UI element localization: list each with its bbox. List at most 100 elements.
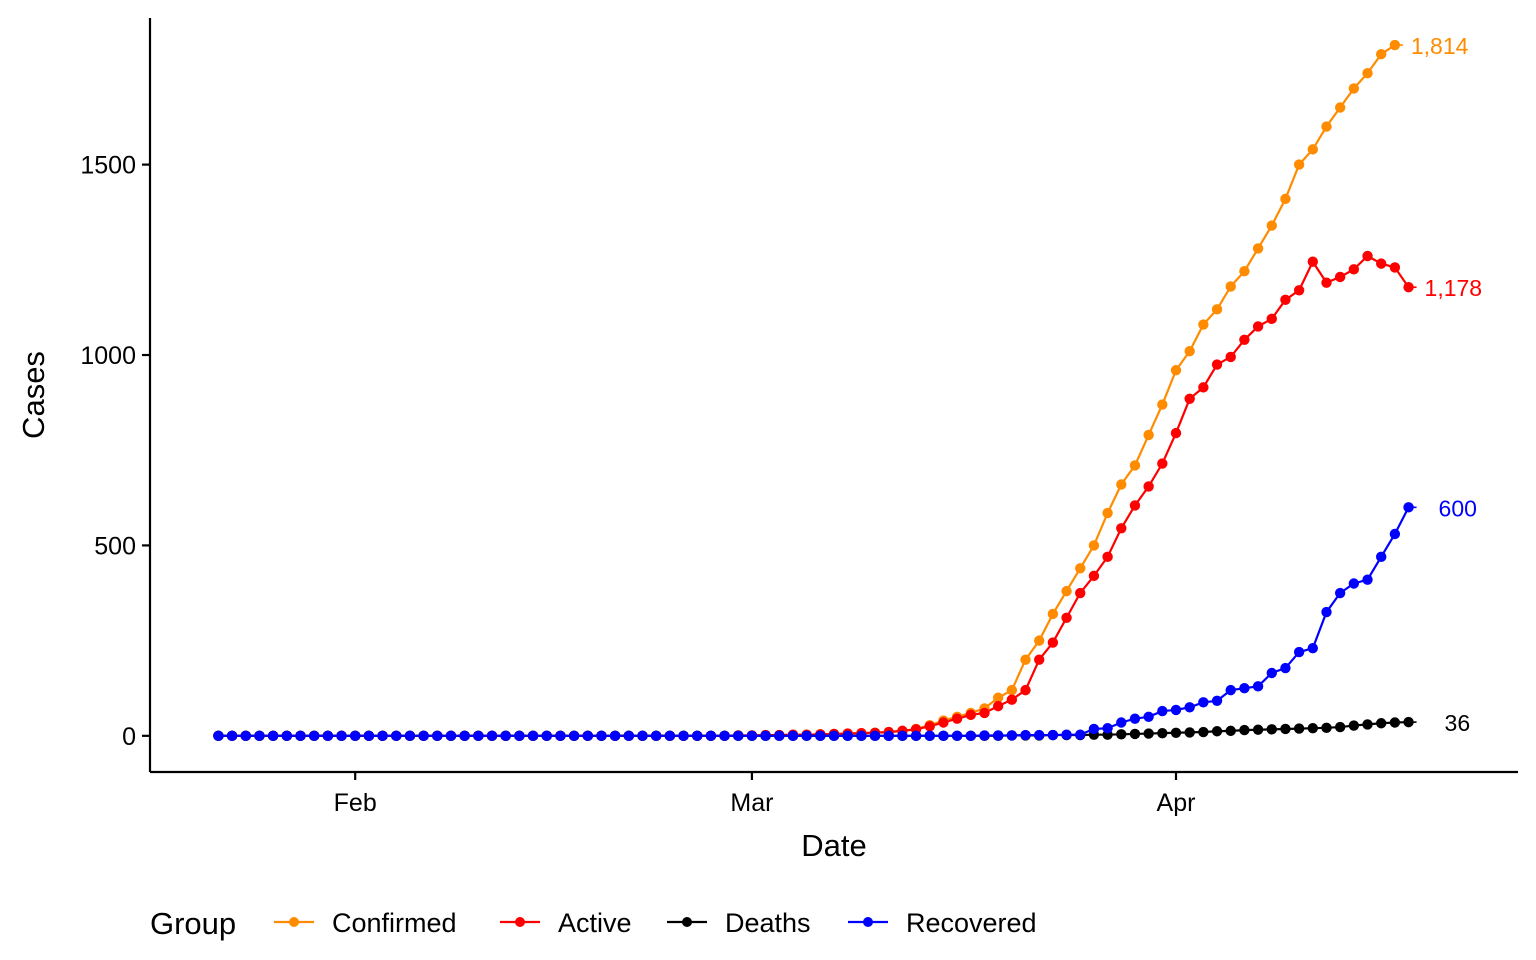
data-point-active — [1376, 258, 1387, 269]
data-point-recovered — [951, 730, 963, 742]
data-point-deaths — [1211, 726, 1223, 737]
data-point-recovered — [678, 730, 689, 742]
data-point-recovered — [664, 730, 676, 742]
data-point-recovered — [418, 730, 429, 742]
data-point-recovered — [992, 730, 1004, 741]
data-point-active — [1348, 264, 1360, 275]
x-tick-label: Feb — [334, 789, 377, 817]
data-point-confirmed — [1225, 281, 1236, 292]
data-point-confirmed — [1211, 304, 1223, 315]
data-point-recovered — [486, 730, 498, 742]
data-point-recovered — [514, 730, 525, 742]
data-point-deaths — [1116, 729, 1127, 740]
data-point-recovered — [856, 730, 867, 742]
data-point-confirmed — [1184, 346, 1195, 357]
data-point-active — [1034, 654, 1045, 665]
data-point-confirmed — [1239, 266, 1250, 277]
data-point-active — [1102, 551, 1113, 563]
data-point-recovered — [1280, 662, 1291, 674]
data-point-active — [1225, 351, 1236, 363]
data-point-recovered — [254, 730, 265, 742]
data-point-active — [1184, 393, 1195, 405]
legend-key-point — [682, 917, 692, 927]
data-point-recovered — [404, 730, 416, 742]
data-point-confirmed — [1157, 399, 1168, 410]
data-point-recovered — [1252, 681, 1264, 692]
data-point-confirmed — [1006, 684, 1018, 696]
data-point-deaths — [1184, 727, 1195, 738]
data-point-recovered — [1389, 528, 1401, 540]
data-point-deaths — [1376, 718, 1387, 729]
data-point-recovered — [213, 730, 224, 742]
data-point-recovered — [445, 730, 457, 742]
data-point-recovered — [1034, 729, 1045, 741]
data-point-recovered — [609, 730, 621, 742]
data-point-deaths — [1225, 725, 1236, 737]
data-point-active — [965, 709, 976, 721]
legend-item-deaths: Deaths — [667, 908, 811, 938]
data-point-recovered — [1170, 704, 1182, 716]
data-point-recovered — [1116, 717, 1127, 728]
data-point-confirmed — [1116, 479, 1127, 490]
data-point-deaths — [1362, 719, 1373, 730]
data-point-active — [1129, 500, 1141, 511]
data-point-recovered — [1143, 711, 1154, 722]
data-point-recovered — [527, 730, 539, 742]
data-point-recovered — [719, 730, 730, 742]
data-point-recovered — [1225, 684, 1236, 696]
data-point-recovered — [336, 730, 347, 742]
data-point-active — [1389, 262, 1401, 273]
data-point-recovered — [1075, 729, 1086, 740]
end-labels-layer: 1,814 1,178 36 600 — [1394, 33, 1482, 736]
data-point-deaths — [1157, 727, 1168, 739]
legend-key-point — [289, 917, 299, 927]
data-point-confirmed — [1334, 102, 1346, 113]
data-point-confirmed — [1266, 220, 1277, 231]
data-point-recovered — [979, 730, 990, 741]
data-point-recovered — [938, 730, 949, 742]
data-point-active — [1061, 612, 1072, 623]
x-tick-label: Apr — [1157, 789, 1196, 817]
data-point-recovered — [1157, 705, 1168, 717]
series-line-active — [218, 254, 1410, 737]
data-point-recovered — [1348, 578, 1360, 589]
data-point-recovered — [1376, 551, 1387, 563]
data-point-confirmed — [1020, 654, 1031, 665]
end-label-confirmed: 1,814 — [1411, 33, 1469, 59]
data-point-confirmed — [992, 692, 1004, 703]
data-point-active — [1266, 313, 1277, 325]
legend-label: Active — [558, 908, 632, 938]
legend-label: Deaths — [725, 908, 811, 938]
data-point-active — [1157, 458, 1168, 469]
data-point-active — [1334, 271, 1346, 283]
data-point-active — [1020, 684, 1031, 696]
data-point-recovered — [650, 730, 662, 742]
data-point-active — [1170, 427, 1182, 439]
series-line-confirmed — [218, 44, 1396, 737]
data-point-active — [979, 707, 990, 719]
data-point-confirmed — [1075, 563, 1086, 574]
data-point-recovered — [1047, 729, 1059, 741]
data-point-confirmed — [1198, 319, 1209, 330]
data-point-recovered — [596, 730, 607, 742]
data-point-confirmed — [1143, 429, 1154, 441]
data-point-deaths — [1239, 724, 1250, 736]
data-point-recovered — [924, 730, 935, 742]
data-point-recovered — [1129, 713, 1141, 724]
data-point-confirmed — [1280, 193, 1291, 205]
data-point-active — [938, 717, 949, 728]
legend-item-confirmed: Confirmed — [274, 908, 457, 938]
data-point-deaths — [1170, 727, 1182, 738]
data-point-recovered — [623, 730, 634, 742]
data-point-recovered — [555, 730, 566, 742]
data-point-active — [1280, 294, 1291, 305]
data-point-recovered — [897, 730, 908, 742]
data-point-recovered — [1184, 702, 1195, 713]
data-point-active — [1252, 321, 1264, 332]
data-point-recovered — [1006, 730, 1018, 741]
data-point-recovered — [1334, 587, 1346, 599]
end-label-deaths: 36 — [1445, 710, 1471, 736]
data-point-recovered — [1362, 574, 1373, 585]
data-point-recovered — [869, 730, 881, 742]
